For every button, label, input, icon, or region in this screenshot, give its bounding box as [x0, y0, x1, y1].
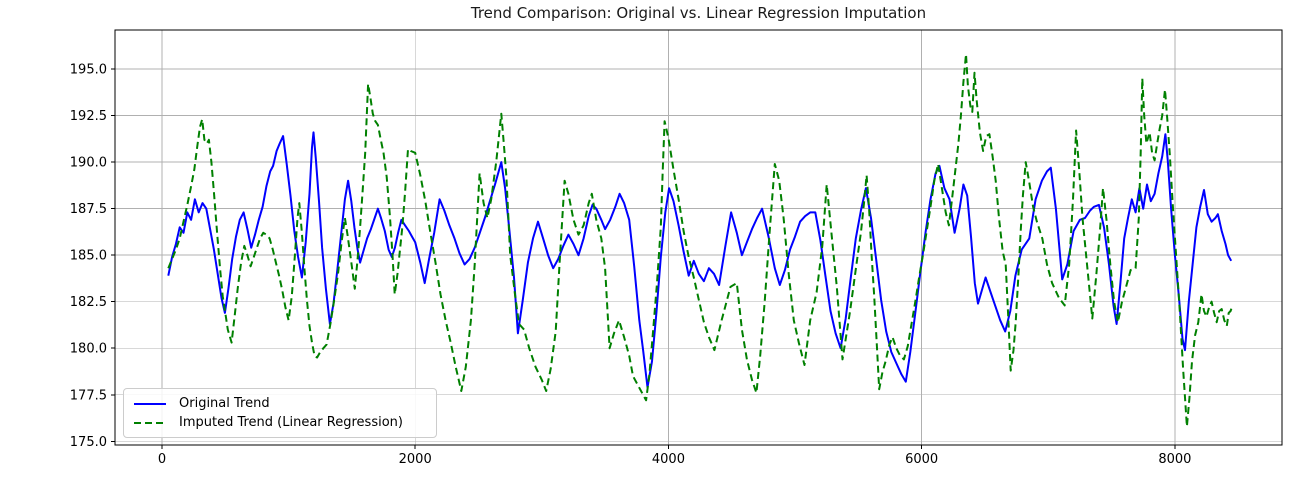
x-axis-tick-label: 8000 [1158, 452, 1191, 467]
y-axis-tick-label: 185.0 [70, 249, 107, 264]
x-axis-tick-label: 2000 [399, 452, 432, 467]
legend-item-original-trend: Original Trend [133, 394, 427, 413]
legend: Original Trend Imputed Trend (Linear Reg… [123, 388, 437, 438]
legend-label-original-trend: Original Trend [179, 396, 270, 411]
y-axis-tick-label: 180.0 [70, 342, 107, 357]
legend-item-imputed-trend: Imputed Trend (Linear Regression) [133, 413, 427, 432]
x-axis-tick-label: 6000 [905, 452, 938, 467]
y-axis-tick-label: 192.5 [70, 109, 107, 124]
y-axis-tick-label: 190.0 [70, 156, 107, 171]
x-axis-tick-label: 0 [158, 452, 166, 467]
plot-frame [114, 29, 1283, 446]
y-axis-tick-label: 195.0 [70, 63, 107, 78]
y-axis-tick-label: 175.0 [70, 435, 107, 450]
legend-label-imputed-trend: Imputed Trend (Linear Regression) [179, 415, 403, 430]
y-axis-tick-label: 182.5 [70, 295, 107, 310]
imputed-trend-dashed-line-swatch [134, 421, 166, 424]
original-trend-line-swatch [134, 402, 166, 405]
series-line-original-trend [167, 131, 1233, 389]
x-axis-tick-label: 4000 [652, 452, 685, 467]
y-axis-tick-label: 177.5 [70, 388, 107, 403]
series-line-imputed-trend [167, 53, 1234, 428]
y-axis-tick-label: 187.5 [70, 202, 107, 217]
chart-title: Trend Comparison: Original vs. Linear Re… [470, 4, 927, 22]
